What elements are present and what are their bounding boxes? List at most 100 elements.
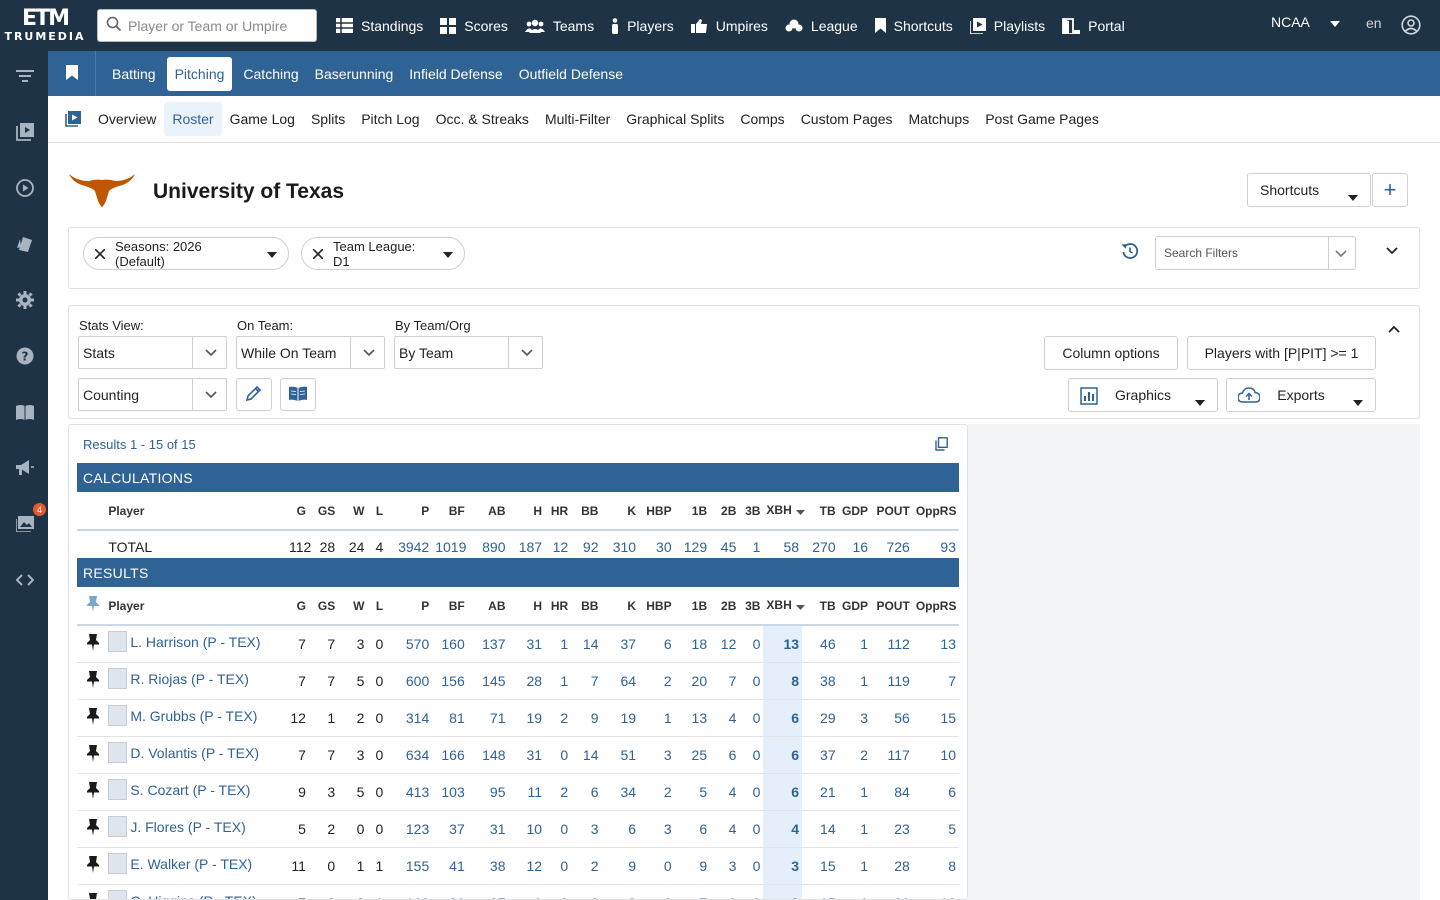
search-filters-input[interactable]: [1164, 246, 1324, 260]
cell-k[interactable]: 6: [601, 810, 640, 848]
column-header-k[interactable]: K: [601, 492, 640, 531]
org-selector[interactable]: NCAA: [1271, 14, 1340, 30]
cell-1b[interactable]: 13: [674, 699, 711, 737]
player-cell[interactable]: S. Cozart (P - TEX): [108, 773, 286, 811]
cell-ab[interactable]: 37: [467, 884, 509, 899]
cell-opprs[interactable]: 10: [912, 736, 959, 774]
cell-gdp[interactable]: 1: [838, 847, 872, 885]
bookmark-button[interactable]: [48, 51, 96, 96]
cell-hbp[interactable]: 6: [639, 625, 675, 663]
cell-xbh[interactable]: 8: [763, 662, 803, 700]
column-header-gdp[interactable]: GDP: [838, 587, 872, 626]
cell-3b[interactable]: 0: [739, 625, 764, 663]
expand-filters-chevron-icon[interactable]: [1385, 244, 1399, 261]
image-gallery-icon[interactable]: [14, 513, 36, 535]
subtab-occ-streaks[interactable]: Occ. & Streaks: [435, 111, 529, 127]
cell-p[interactable]: 600: [386, 662, 433, 700]
player-cell[interactable]: R. Riojas (P - TEX): [108, 662, 286, 700]
cell-2b[interactable]: 4: [710, 810, 740, 848]
table-row[interactable]: L. Harrison (P - TEX) 7 7 3 0 570 160 137 31 1 14 3…: [77, 625, 959, 663]
help-icon[interactable]: ?: [14, 345, 36, 367]
exports-dropdown-button[interactable]: Exports: [1226, 378, 1376, 412]
pin-row-button[interactable]: [77, 847, 109, 885]
cell-tb[interactable]: 21: [802, 773, 839, 811]
language-selector[interactable]: en: [1366, 15, 1382, 31]
cell-ab[interactable]: 38: [467, 847, 509, 885]
column-header-hbp[interactable]: HBP: [639, 587, 675, 626]
cell-tb[interactable]: 38: [802, 662, 839, 700]
table-row[interactable]: C. Higgins (P - TEX)70011623637923827002…: [77, 884, 959, 899]
column-header-tb[interactable]: TB: [802, 492, 839, 531]
cell-k[interactable]: 51: [601, 736, 640, 774]
copy-icon[interactable]: [935, 437, 948, 454]
player-cell[interactable]: L. Harrison (P - TEX): [108, 625, 286, 663]
cell-h[interactable]: 11: [508, 773, 546, 811]
subtab-pitch-log[interactable]: Pitch Log: [361, 111, 420, 127]
column-header-l[interactable]: L: [367, 492, 387, 531]
subtab-game-log[interactable]: Game Log: [229, 111, 295, 127]
filter-lines-icon[interactable]: [14, 65, 36, 87]
cell-bb[interactable]: 7: [571, 662, 602, 700]
by-team-select[interactable]: By Team: [394, 336, 543, 369]
cell-tb[interactable]: 29: [802, 699, 839, 737]
table-row[interactable]: J. Flores (P - TEX) 5 2 0 0 123 37 31 10 0 3 6 3 6 4 0 4…: [77, 810, 959, 848]
player-name-link[interactable]: C. Higgins (P - TEX): [130, 893, 256, 899]
cell-gdp[interactable]: 1: [838, 884, 872, 899]
column-header-tb[interactable]: TB: [802, 587, 839, 626]
cell-2b[interactable]: 4: [710, 699, 740, 737]
cell-pout[interactable]: 117: [871, 736, 913, 774]
subtab-post-game-pages[interactable]: Post Game Pages: [985, 111, 1099, 127]
cell-3b[interactable]: 0: [739, 810, 764, 848]
cell-h[interactable]: 31: [508, 736, 546, 774]
column-header-bb[interactable]: BB: [571, 492, 602, 531]
nav-players[interactable]: Players: [611, 18, 674, 34]
subtab-matchups[interactable]: Matchups: [908, 111, 970, 127]
cell-ab[interactable]: 31: [467, 810, 509, 848]
nav-standings[interactable]: Standings: [336, 18, 423, 34]
nav-shortcuts[interactable]: Shortcuts: [874, 18, 953, 34]
cell-hr[interactable]: 2: [545, 884, 572, 899]
pin-column-header[interactable]: [77, 587, 109, 626]
tab-outfield-defense[interactable]: Outfield Defense: [518, 65, 623, 82]
pin-row-button[interactable]: [77, 736, 109, 774]
cell-2b[interactable]: 0: [710, 884, 740, 899]
player-cell[interactable]: C. Higgins (P - TEX): [108, 884, 286, 899]
cell-ab[interactable]: 137: [467, 625, 509, 663]
on-team-select[interactable]: While On Team: [236, 336, 385, 369]
cell-p[interactable]: 155: [386, 847, 433, 885]
cell-gdp[interactable]: 1: [838, 625, 872, 663]
cell-pout[interactable]: 56: [871, 699, 913, 737]
cell-p[interactable]: 123: [386, 810, 433, 848]
column-header-g[interactable]: G: [285, 492, 309, 531]
pin-row-button[interactable]: [77, 699, 109, 737]
cell-ab[interactable]: 145: [467, 662, 509, 700]
cell-bb[interactable]: 14: [571, 625, 602, 663]
column-header-opprs[interactable]: OppRS: [912, 587, 959, 626]
column-header-p[interactable]: P: [386, 492, 433, 531]
cell-bf[interactable]: 160: [432, 625, 468, 663]
close-icon[interactable]: [313, 248, 323, 259]
cell-xbh[interactable]: 2: [763, 884, 803, 899]
player-cell[interactable]: D. Volantis (P - TEX): [108, 736, 286, 774]
cell-opprs[interactable]: 7: [912, 662, 959, 700]
cell-tb[interactable]: 46: [802, 625, 839, 663]
nav-umpires[interactable]: Umpires: [690, 18, 768, 34]
column-header-hr[interactable]: HR: [545, 587, 572, 626]
cell-hbp[interactable]: 1: [639, 699, 675, 737]
cell-h[interactable]: 12: [508, 847, 546, 885]
column-header-gs[interactable]: GS: [308, 492, 339, 531]
cell-hr[interactable]: 0: [545, 810, 572, 848]
cell-pout[interactable]: 28: [871, 847, 913, 885]
pin-row-button[interactable]: [77, 810, 109, 848]
nav-scores[interactable]: Scores: [440, 17, 508, 34]
column-options-button[interactable]: Column options: [1044, 336, 1178, 370]
cell-3b[interactable]: 0: [739, 884, 764, 899]
cell-pout[interactable]: 30: [871, 884, 913, 899]
cell-p[interactable]: 314: [386, 699, 433, 737]
cell-bf[interactable]: 156: [432, 662, 468, 700]
column-header-hbp[interactable]: HBP: [639, 492, 675, 531]
cell-pout[interactable]: 119: [871, 662, 913, 700]
subtab-comps[interactable]: Comps: [740, 111, 785, 127]
tab-pitching[interactable]: Pitching: [166, 56, 233, 91]
cell-pout[interactable]: 84: [871, 773, 913, 811]
